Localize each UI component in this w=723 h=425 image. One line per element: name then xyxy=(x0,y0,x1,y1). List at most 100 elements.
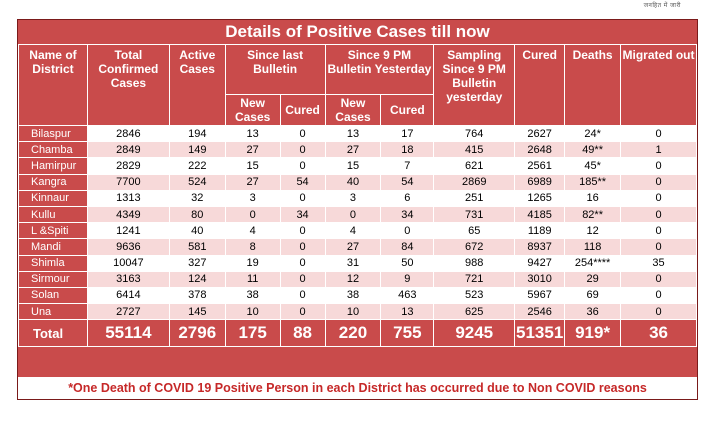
table-row: Kullu 4349 80 0 34 0 34 731 4185 82** 0 xyxy=(18,205,697,224)
sampling-cell: 523 xyxy=(433,286,516,305)
footnote: *One Death of COVID 19 Positive Person i… xyxy=(18,377,697,399)
active-cell: 222 xyxy=(168,157,226,175)
9pm-cured-cell: 18 xyxy=(380,141,435,159)
total-confirmed-cell: 1313 xyxy=(86,189,170,207)
total-9pm-cured: 755 xyxy=(380,319,435,348)
district-cell: Mandi xyxy=(18,238,88,256)
deaths-cell: 29 xyxy=(564,270,622,288)
sampling-cell: 2869 xyxy=(433,173,516,191)
table-body: Bilaspur 2846 194 13 0 13 17 764 2627 24* 0 Chamba 2… xyxy=(18,124,697,321)
cured-cell: 6989 xyxy=(514,173,566,191)
table-row: Sirmour 3163 124 11 0 12 9 721 3010 29 0 xyxy=(18,270,697,288)
district-cell: Una xyxy=(18,303,88,321)
cured-cell: 4185 xyxy=(514,205,566,224)
9pm-cured-cell: 84 xyxy=(380,238,435,256)
9pm-cured-cell: 54 xyxy=(380,173,435,191)
active-cell: 581 xyxy=(168,238,226,256)
sampling-cell: 731 xyxy=(433,205,516,224)
cured-cell: 2561 xyxy=(514,157,566,175)
total-cured: 51351 xyxy=(514,319,566,348)
migrated-cell: 0 xyxy=(620,303,697,321)
total-confirmed-cell: 3163 xyxy=(86,270,170,288)
last-new-cases-cell: 4 xyxy=(224,222,281,240)
9pm-new-cases-cell: 12 xyxy=(324,270,382,288)
9pm-cured-cell: 34 xyxy=(380,205,435,224)
last-cured-cell: 0 xyxy=(279,270,326,288)
sampling-cell: 988 xyxy=(433,254,516,272)
deaths-cell: 254**** xyxy=(564,254,622,272)
deaths-cell: 36 xyxy=(564,303,622,321)
district-cell: Hamirpur xyxy=(18,157,88,175)
total-migrated: 36 xyxy=(620,319,697,348)
last-new-cases-cell: 15 xyxy=(224,157,281,175)
deaths-cell: 12 xyxy=(564,222,622,240)
header-sampling: Sampling Since 9 PM Bulletin yesterday xyxy=(433,44,516,126)
district-cell: Solan xyxy=(18,286,88,305)
header-last-new-cases: New Cases xyxy=(224,94,281,126)
cases-panel: Details of Positive Cases till now Name … xyxy=(17,19,698,400)
totals-row: Total 55114 2796 175 88 220 755 9245 513… xyxy=(18,319,697,348)
header-active: Active Cases xyxy=(168,44,226,126)
migrated-cell: 0 xyxy=(620,189,697,207)
migrated-cell: 0 xyxy=(620,286,697,305)
header-9pm-new-cases: New Cases xyxy=(324,94,382,126)
table-row: Chamba 2849 149 27 0 27 18 415 2648 49** 1 xyxy=(18,141,697,159)
9pm-new-cases-cell: 13 xyxy=(324,124,382,143)
last-cured-cell: 0 xyxy=(279,238,326,256)
total-last-cured: 88 xyxy=(279,319,326,348)
table-row: Bilaspur 2846 194 13 0 13 17 764 2627 24* 0 xyxy=(18,124,697,143)
header-cured: Cured xyxy=(514,44,566,126)
header-last-cured: Cured xyxy=(279,94,326,126)
active-cell: 378 xyxy=(168,286,226,305)
header-migrated: Migrated out xyxy=(620,44,697,126)
sampling-cell: 621 xyxy=(433,157,516,175)
active-cell: 124 xyxy=(168,270,226,288)
active-cell: 32 xyxy=(168,189,226,207)
last-new-cases-cell: 0 xyxy=(224,205,281,224)
deaths-cell: 118 xyxy=(564,238,622,256)
last-cured-cell: 54 xyxy=(279,173,326,191)
sampling-cell: 65 xyxy=(433,222,516,240)
last-cured-cell: 0 xyxy=(279,254,326,272)
last-new-cases-cell: 8 xyxy=(224,238,281,256)
migrated-cell: 35 xyxy=(620,254,697,272)
cases-table: Name of District Total Confirmed Cases A… xyxy=(18,44,697,348)
last-new-cases-cell: 3 xyxy=(224,189,281,207)
table-row: Hamirpur 2829 222 15 0 15 7 621 2561 45* 0 xyxy=(18,157,697,175)
table-row: Kangra 7700 524 27 54 40 54 2869 6989 185** 0 xyxy=(18,173,697,191)
table-row: Solan 6414 378 38 0 38 463 523 5967 69 0 xyxy=(18,286,697,305)
district-cell: Kullu xyxy=(18,205,88,224)
last-cured-cell: 0 xyxy=(279,141,326,159)
total-label: Total xyxy=(18,319,88,348)
table-row: Una 2727 145 10 0 10 13 625 2546 36 0 xyxy=(18,303,697,321)
district-cell: L &Spiti xyxy=(18,222,88,240)
migrated-cell: 0 xyxy=(620,238,697,256)
total-confirmed-cell: 7700 xyxy=(86,173,170,191)
total-confirmed-cell: 2846 xyxy=(86,124,170,143)
table-row: Mandi 9636 581 8 0 27 84 672 8937 118 0 xyxy=(18,238,697,256)
header-deaths: Deaths xyxy=(564,44,622,126)
9pm-cured-cell: 9 xyxy=(380,270,435,288)
last-new-cases-cell: 27 xyxy=(224,141,281,159)
district-cell: Shimla xyxy=(18,254,88,272)
migrated-cell: 0 xyxy=(620,222,697,240)
sampling-cell: 721 xyxy=(433,270,516,288)
total-9pm-new: 220 xyxy=(324,319,382,348)
deaths-cell: 49** xyxy=(564,141,622,159)
active-cell: 327 xyxy=(168,254,226,272)
9pm-new-cases-cell: 31 xyxy=(324,254,382,272)
9pm-new-cases-cell: 4 xyxy=(324,222,382,240)
district-cell: Sirmour xyxy=(18,270,88,288)
migrated-cell: 0 xyxy=(620,157,697,175)
last-new-cases-cell: 19 xyxy=(224,254,281,272)
migrated-cell: 1 xyxy=(620,141,697,159)
cured-cell: 5967 xyxy=(514,286,566,305)
last-cured-cell: 0 xyxy=(279,303,326,321)
header-since-last-bulletin: Since last Bulletin xyxy=(224,44,326,95)
total-last-new: 175 xyxy=(224,319,281,348)
9pm-new-cases-cell: 0 xyxy=(324,205,382,224)
9pm-new-cases-cell: 38 xyxy=(324,286,382,305)
top-note: जनहित में जारी xyxy=(643,3,681,9)
cured-cell: 2648 xyxy=(514,141,566,159)
district-cell: Kangra xyxy=(18,173,88,191)
